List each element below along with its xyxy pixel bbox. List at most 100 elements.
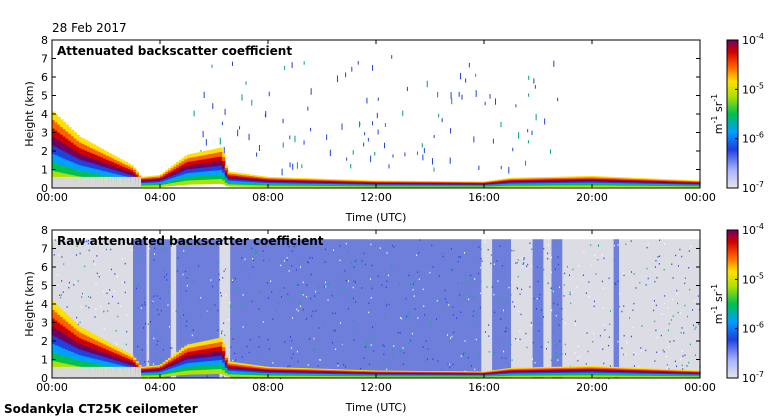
noise-speck [299, 266, 301, 268]
noise-speck [478, 272, 480, 275]
cloud-speck [391, 55, 393, 59]
backscatter-cell [289, 367, 293, 370]
backscatter-cell [619, 367, 623, 369]
backscatter-cell [529, 372, 534, 374]
noise-speck [82, 292, 84, 295]
backscatter-cell [508, 180, 512, 182]
backscatter-cell [79, 338, 83, 345]
cloud-speck [460, 72, 462, 80]
backscatter-cell [354, 371, 358, 374]
backscatter-cell [108, 172, 112, 177]
backscatter-cell [154, 366, 158, 369]
noise-speck [677, 265, 679, 267]
backscatter-cell [297, 177, 301, 180]
noise-speck [548, 244, 550, 246]
backscatter-cell [273, 184, 277, 186]
noise-speck [308, 261, 310, 264]
backscatter-cell [386, 182, 391, 184]
backscatter-cell [211, 347, 215, 353]
noise-speck [640, 349, 642, 352]
backscatter-cell [408, 373, 412, 375]
backscatter-cell [178, 365, 183, 369]
backscatter-cell [443, 372, 447, 374]
backscatter-cell [694, 180, 698, 182]
backscatter-cell [284, 183, 288, 185]
colorbar-tick-label: 10-4 [742, 32, 764, 47]
backscatter-cell [324, 179, 328, 182]
backscatter-cell [222, 351, 226, 356]
backscatter-cell [205, 352, 210, 358]
backscatter-cell [143, 180, 148, 183]
backscatter-cell [689, 181, 693, 183]
backscatter-cell [475, 182, 480, 185]
backscatter-cell [281, 369, 285, 372]
backscatter-cell [597, 180, 601, 182]
backscatter-cell [435, 185, 439, 187]
backscatter-cell [208, 158, 212, 163]
backscatter-cell [610, 368, 615, 370]
backscatter-cell [214, 174, 218, 180]
backscatter-cell [481, 185, 485, 187]
backscatter-cell [270, 184, 274, 186]
backscatter-cell [189, 176, 193, 181]
cloud-speck [495, 98, 497, 105]
backscatter-cell [459, 372, 463, 374]
backscatter-cell [462, 181, 466, 183]
backscatter-cell [276, 183, 280, 185]
backscatter-cell [440, 181, 445, 184]
backscatter-cell [589, 375, 593, 378]
backscatter-cell [311, 375, 315, 378]
backscatter-cell [157, 179, 161, 182]
backscatter-cell [389, 186, 393, 188]
backscatter-cell [349, 181, 353, 183]
backscatter-cell [119, 171, 123, 176]
backscatter-cell [65, 159, 69, 168]
noise-speck [234, 352, 236, 355]
backscatter-cell [305, 368, 310, 370]
noise-speck [557, 263, 559, 266]
backscatter-cell [664, 369, 669, 371]
backscatter-cell [189, 347, 193, 352]
noise-speck [63, 241, 65, 244]
backscatter-cell [97, 151, 102, 157]
noise-speck [590, 264, 592, 267]
backscatter-cell [192, 358, 196, 363]
backscatter-cell [62, 129, 67, 138]
cloud-speck [423, 148, 425, 154]
noise-speck [96, 272, 98, 275]
backscatter-cell [346, 186, 350, 188]
backscatter-cell [521, 367, 526, 370]
backscatter-cell [419, 374, 423, 376]
backscatter-cell [62, 311, 67, 320]
backscatter-cell [103, 340, 107, 345]
backscatter-cell [581, 182, 585, 185]
noise-speck [120, 305, 122, 307]
backscatter-cell [529, 177, 534, 179]
backscatter-cell [65, 152, 69, 161]
backscatter-cell [589, 176, 593, 178]
backscatter-cell [565, 176, 569, 179]
backscatter-cell [435, 372, 439, 374]
backscatter-cell [373, 184, 377, 186]
backscatter-cell [430, 374, 434, 376]
backscatter-cell [340, 186, 345, 188]
backscatter-cell [308, 184, 312, 187]
noise-speck [629, 317, 631, 319]
backscatter-cell [513, 183, 517, 185]
backscatter-cell [565, 369, 569, 371]
backscatter-cell [276, 185, 280, 188]
noise-speck [682, 368, 684, 370]
backscatter-cell [281, 374, 285, 377]
backscatter-cell [133, 359, 137, 363]
backscatter-cell [419, 372, 423, 374]
backscatter-cell [295, 370, 299, 372]
backscatter-cell [303, 184, 307, 187]
noise-speck [156, 308, 158, 311]
backscatter-cell [605, 372, 609, 375]
backscatter-cell [122, 359, 126, 364]
noise-speck [458, 256, 460, 258]
cloud-speck [363, 142, 365, 147]
backscatter-cell [494, 179, 499, 182]
backscatter-cell [168, 172, 172, 176]
backscatter-cell [600, 181, 604, 184]
